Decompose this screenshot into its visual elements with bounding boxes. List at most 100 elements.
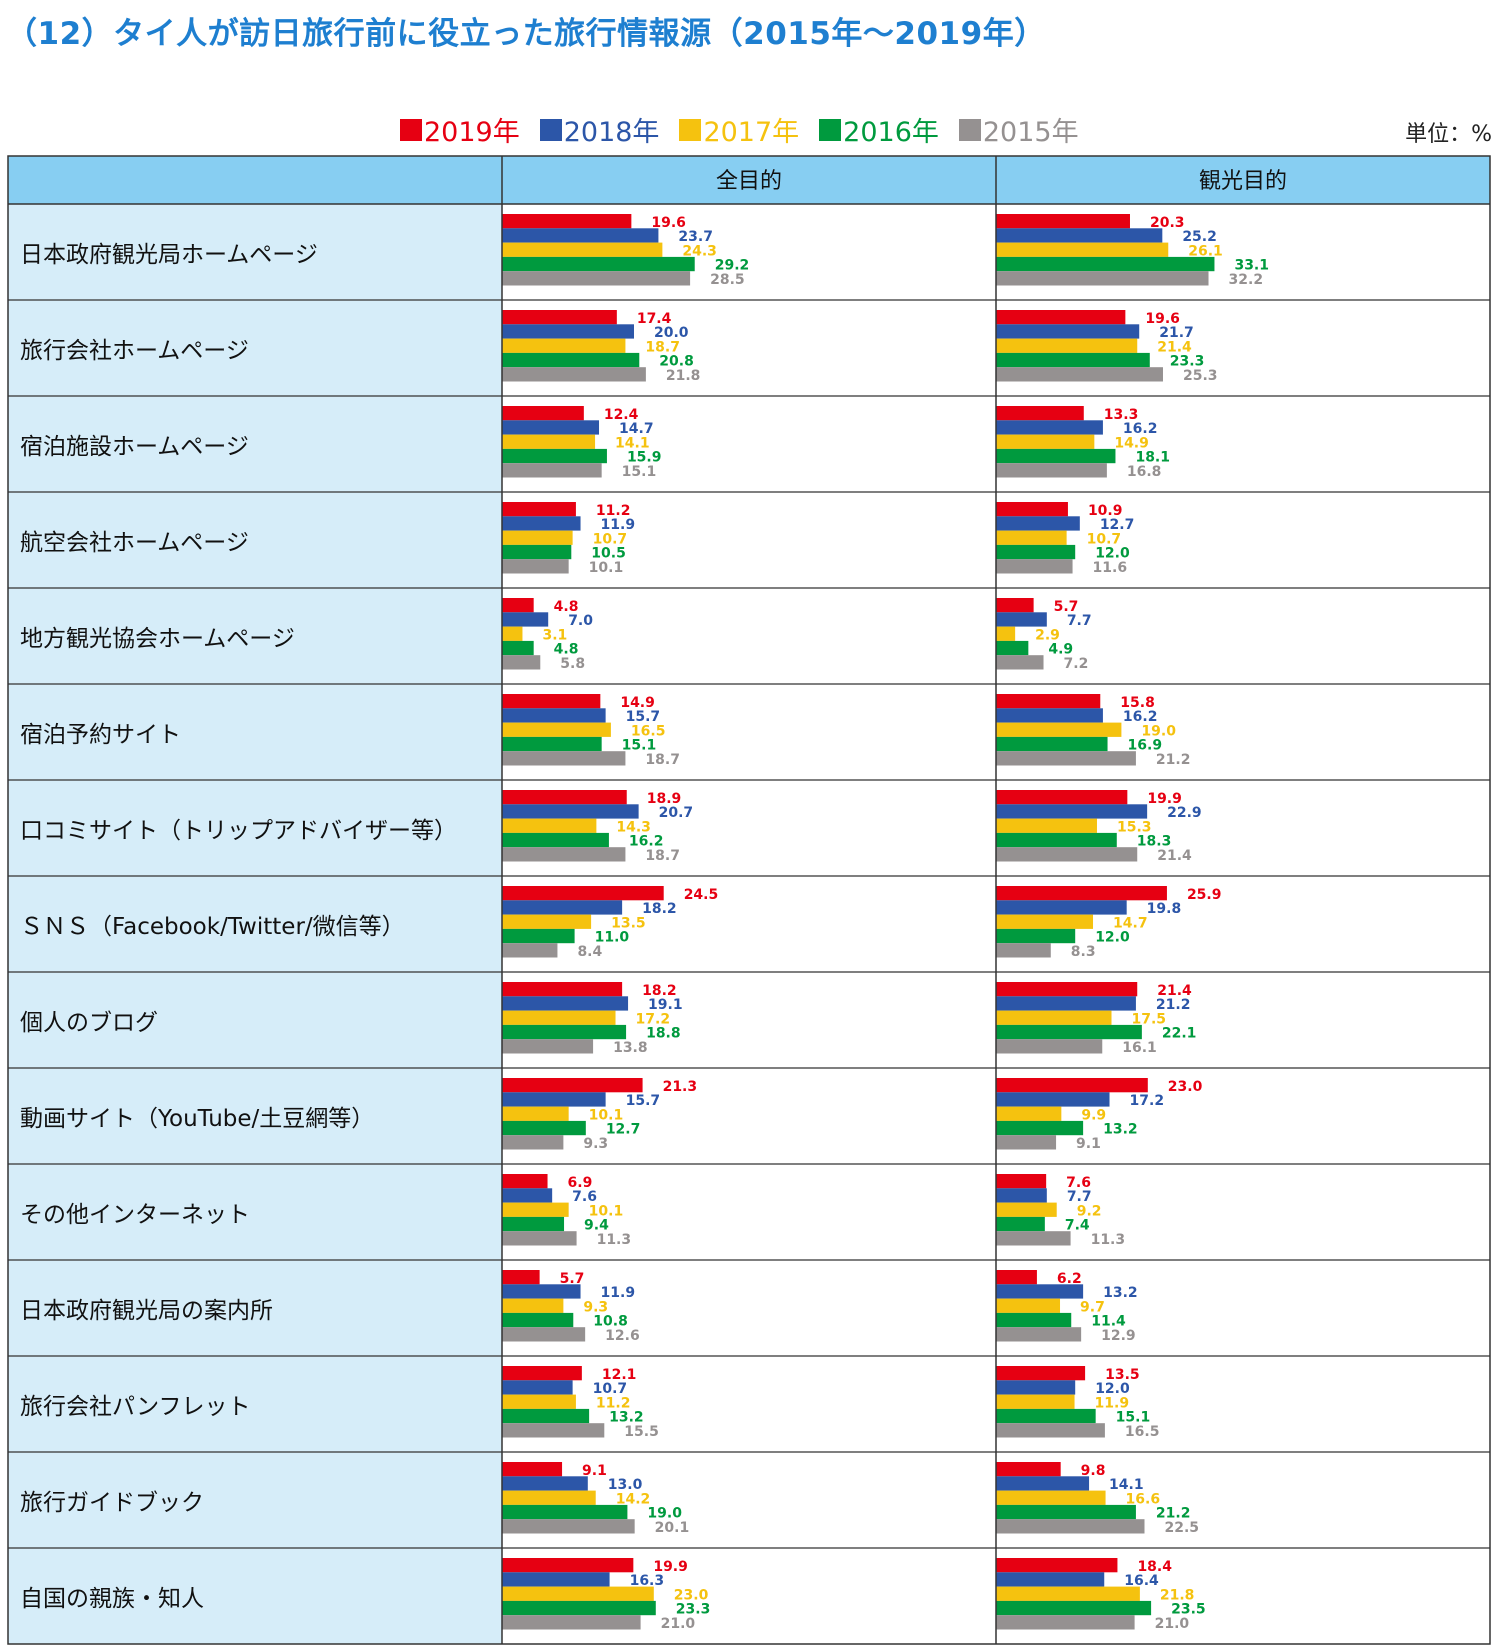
bar [502,640,534,656]
data-label: 21.3 [663,1079,698,1095]
data-label: 15.5 [624,1424,659,1440]
data-label: 25.2 [1182,229,1217,245]
bar [502,324,634,339]
bar [996,1216,1045,1232]
data-label: 18.7 [645,752,680,768]
bar [996,1106,1062,1121]
data-label: 14.7 [619,421,654,437]
data-label: 24.3 [682,243,717,259]
bar [996,886,1167,901]
data-label: 20.0 [654,325,689,341]
bar [996,914,1094,929]
data-label: 15.7 [626,709,661,725]
data-label: 32.2 [1229,272,1264,288]
data-label: 18.4 [1137,1559,1172,1575]
bar [996,640,1029,656]
data-label: 20.1 [655,1520,690,1536]
data-label: 20.7 [659,805,694,821]
data-label: 9.1 [1076,1136,1101,1152]
bar [996,1408,1096,1424]
data-label: 9.3 [583,1136,608,1152]
data-label: 26.1 [1188,243,1223,259]
data-label: 16.2 [629,834,664,850]
data-label: 9.2 [1077,1203,1102,1219]
data-label: 23.3 [1170,354,1205,370]
data-label: 19.9 [1147,791,1182,807]
bar [996,900,1127,915]
data-label: 9.3 [583,1299,608,1315]
data-label: 11.9 [1095,1395,1130,1411]
bar [502,655,541,670]
data-label: 25.3 [1183,368,1218,384]
legend-swatch [400,118,422,141]
legend-item-0: 2019年 [400,110,520,149]
data-label: 15.8 [1120,695,1155,711]
row-label: 航空会社ホームページ [20,530,249,556]
bar [996,1476,1090,1491]
data-label: 11.4 [1091,1314,1126,1330]
bar [996,1039,1103,1054]
data-label: 11.0 [595,930,630,946]
data-label: 14.7 [1113,915,1148,931]
data-label: 13.2 [609,1410,644,1426]
bar [502,1135,564,1150]
bar [502,271,691,286]
data-label: 9.4 [584,1218,609,1234]
data-label: 18.7 [645,339,680,355]
data-label: 21.4 [1157,848,1192,864]
bar [996,1298,1061,1313]
bar [502,1394,576,1409]
legend-item-2: 2017年 [679,110,799,149]
bar [502,463,602,478]
bar [996,1202,1057,1217]
bar [996,1188,1047,1203]
row-label: 旅行会社ホームページ [20,338,249,364]
bar [996,214,1130,229]
row-label: 宿泊予約サイト [20,722,181,748]
row-label: 自国の親族・知人 [20,1586,204,1612]
bar [502,1558,634,1573]
bar [502,448,607,464]
bar [996,1092,1110,1107]
data-label: 10.7 [593,531,628,547]
bar [502,530,573,545]
bar [996,530,1067,545]
data-label: 12.4 [604,407,639,423]
data-label: 12.7 [606,1122,641,1138]
data-label: 5.7 [560,1271,585,1287]
bar [502,1231,577,1246]
bar [502,832,609,848]
bar [502,900,623,915]
bar [996,626,1016,641]
bar [996,310,1126,325]
bar [996,1312,1072,1328]
bar [996,1135,1057,1150]
data-label: 18.9 [647,791,682,807]
data-label: 21.0 [661,1616,696,1632]
data-label: 13.5 [611,915,646,931]
bar [502,914,592,929]
bar [996,1600,1152,1616]
data-label: 16.9 [1128,738,1163,754]
bar [502,694,601,709]
bar [996,751,1136,766]
bar [502,1270,540,1285]
legend-label: 2016年 [843,117,939,148]
bar [502,352,640,368]
bar [996,271,1209,286]
row-label: 個人のブログ [20,1010,158,1036]
bar [996,790,1128,805]
data-label: 11.6 [1093,560,1128,576]
bar [502,516,581,531]
data-label: 16.4 [1124,1573,1159,1589]
data-label: 18.8 [646,1026,681,1042]
row-label: 旅行会社パンフレット [20,1394,250,1420]
data-label: 13.5 [1105,1367,1140,1383]
bar [502,722,611,737]
legend-swatch [539,118,562,141]
data-label: 16.5 [631,723,666,739]
bar [996,367,1163,382]
data-label: 15.1 [622,464,657,480]
bar [502,214,632,229]
bar [996,1615,1135,1630]
